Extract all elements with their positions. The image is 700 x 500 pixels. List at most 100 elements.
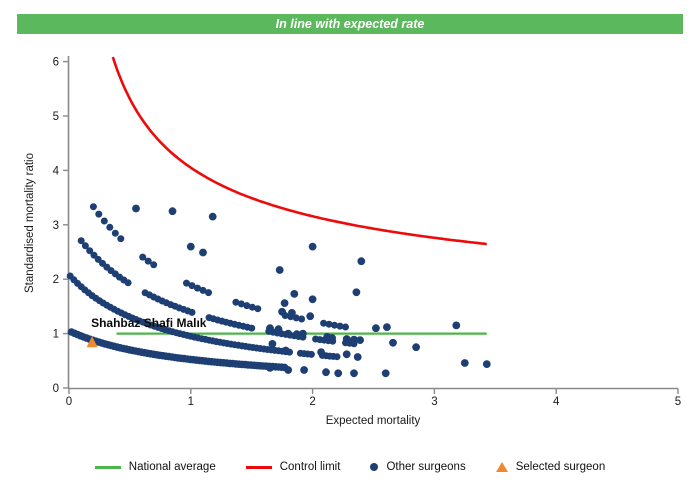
surgeon-dot (106, 223, 114, 231)
surgeon-dot (284, 366, 293, 374)
status-banner: In line with expected rate (17, 14, 683, 34)
legend-item-national-average[interactable]: National average (94, 461, 216, 473)
surgeon-dot (199, 286, 207, 294)
surgeon-dot (292, 314, 300, 322)
other-surgeons-bands (66, 203, 358, 372)
surgeon-dot (124, 279, 132, 287)
x-tick-label: 1 (188, 396, 194, 408)
surgeon-dot (111, 229, 119, 237)
surgeon-dot (482, 360, 491, 368)
x-tick-label: 2 (309, 396, 315, 408)
surgeon-dot (350, 369, 358, 378)
surgeon-dot (168, 207, 177, 216)
funnel-plot[interactable]: 0 1 2 3 4 5 0 1 2 3 4 5 6 Expected mortality Standardi… (0, 0, 700, 450)
chart-legend: National average Control limit Other sur… (0, 456, 700, 478)
surgeon-dot (372, 324, 380, 333)
surgeon-dot (334, 369, 343, 378)
surgeon-dot (194, 284, 201, 292)
y-tick-label: 5 (53, 111, 59, 123)
surgeon-dot (299, 329, 307, 338)
surgeon-dot (342, 323, 349, 331)
surgeon-dot (208, 212, 217, 221)
surgeon-dot (290, 290, 299, 298)
axes: 0 1 2 3 4 5 0 1 2 3 4 5 6 Expected mortality Standardi… (24, 56, 681, 427)
legend-item-selected-surgeon[interactable]: Selected surgeon (495, 461, 606, 473)
surgeon-dot (186, 242, 195, 251)
surgeon-dot (95, 210, 103, 218)
surgeon-dot (266, 324, 274, 333)
surgeon-dot (381, 369, 390, 378)
surgeon-dot (412, 343, 420, 352)
surgeon-dot (280, 299, 289, 307)
surgeon-dot (292, 330, 301, 338)
surgeon-dot (328, 334, 336, 342)
other-surgeons-scatter (132, 204, 491, 378)
status-banner-text: In line with expected rate (275, 17, 425, 31)
y-tick-label: 1 (53, 329, 59, 341)
y-tick-label: 0 (53, 383, 59, 395)
surgeon-dot (317, 348, 325, 356)
surgeon-dot (254, 305, 262, 313)
surgeon-dot (357, 257, 366, 266)
y-tick-label: 3 (53, 220, 59, 232)
surgeon-dot (325, 320, 333, 328)
surgeon-dot (281, 346, 290, 355)
selected-surgeon-marker[interactable] (86, 336, 98, 348)
surgeon-dot (300, 366, 308, 374)
y-axis-title: Standardised mortality ratio (24, 153, 36, 293)
surgeon-dot (322, 368, 330, 377)
surgeon-dot (188, 308, 196, 316)
surgeon-dot (288, 309, 296, 317)
surgeon-dot (150, 261, 158, 269)
surgeon-dot (248, 324, 256, 332)
legend-item-control-limit[interactable]: Control limit (245, 461, 340, 473)
surgeon-dot (81, 242, 89, 250)
surgeon-dot (320, 319, 328, 327)
surgeon-dot (86, 247, 94, 255)
surgeon-dot (342, 335, 351, 343)
surgeon-dot (77, 237, 85, 245)
legend-label: Other surgeons (386, 461, 466, 473)
surgeon-dot (117, 235, 125, 243)
x-tick-label: 0 (66, 396, 72, 408)
surgeon-dot (89, 203, 97, 211)
legend-label: National average (128, 461, 216, 473)
surgeon-dot (342, 350, 351, 359)
surgeon-dot (306, 312, 315, 321)
control-limit-line-swatch (245, 465, 272, 469)
selected-surgeon-label: Shahbaz Shafi Malık (91, 316, 207, 330)
surgeon-dot (188, 282, 196, 290)
surgeon-dot (383, 323, 391, 331)
surgeon-dot (333, 353, 341, 361)
surgeon-dot (232, 298, 240, 306)
surgeon-dot (205, 289, 212, 297)
x-tick-label: 4 (553, 396, 560, 408)
surgeon-dot (308, 242, 317, 251)
surgeon-dot (183, 279, 190, 287)
surgeon-dot (275, 266, 284, 274)
y-tick-label: 4 (53, 165, 60, 177)
x-tick-label: 3 (431, 396, 437, 408)
surgeon-dot (356, 336, 364, 344)
surgeon-dot (452, 321, 461, 330)
surgeon-dot (243, 302, 251, 310)
surgeon-dot (331, 321, 338, 329)
other-surgeons-dot-swatch (370, 463, 379, 471)
legend-label: Selected surgeon (515, 461, 606, 473)
surgeon-dot (274, 325, 283, 334)
surgeon-dot (144, 257, 152, 265)
x-axis-title: Expected mortality (326, 415, 421, 427)
legend-item-other-surgeons[interactable]: Other surgeons (370, 461, 466, 473)
surgeon-dot (132, 204, 140, 213)
surgeon-dot (298, 315, 306, 323)
surgeon-dot (100, 217, 108, 225)
surgeon-dot (308, 295, 317, 304)
surgeon-dot (237, 300, 245, 308)
surgeon-dot (284, 329, 293, 338)
control-limit-curve (111, 56, 487, 246)
surgeon-dot (389, 338, 397, 347)
surgeon-dot (199, 248, 207, 257)
surgeon-dot (460, 359, 469, 367)
surgeon-dot (248, 303, 256, 311)
